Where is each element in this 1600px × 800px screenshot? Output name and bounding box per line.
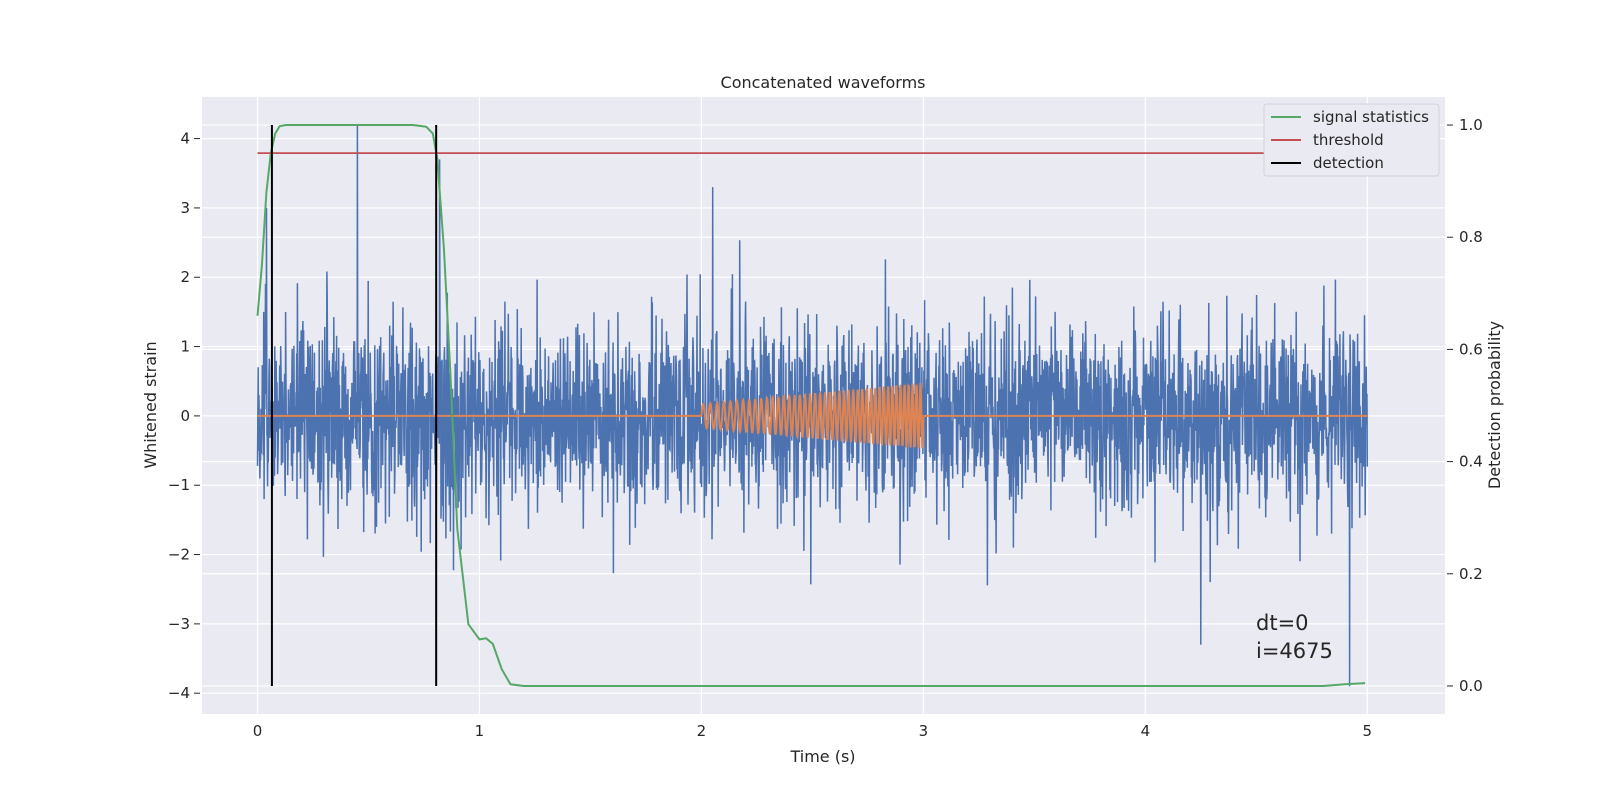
chart-title: Concatenated waveforms [721, 73, 926, 92]
legend-label: signal statistics [1313, 108, 1429, 126]
y2-tick-label: 1.0 [1459, 116, 1483, 134]
y2-axis-label: Detection probability [1485, 321, 1504, 489]
x-axis-ticks: 0 1 2 3 4 5 [253, 722, 1372, 740]
x-axis-label: Time (s) [789, 747, 855, 766]
y-tick-label: 4 [180, 130, 190, 148]
y-tick-label: 0 [180, 407, 190, 425]
y-tick-label: −4 [168, 684, 190, 702]
y2-tick-label: 0.6 [1459, 340, 1483, 358]
y2-tick-label: 0.2 [1459, 565, 1483, 583]
annotation-index: i=4675 [1256, 639, 1333, 663]
plot-area [256, 124, 1369, 687]
injected-chirp-series [257, 382, 1368, 449]
y-tick-label: 1 [180, 338, 190, 356]
y-tick-label: 2 [180, 268, 190, 286]
x-tick-label: 4 [1141, 722, 1151, 740]
x-tick-label: 2 [697, 722, 707, 740]
y-tick-label: 3 [180, 199, 190, 217]
y2-axis-ticks: 0.0 0.2 0.4 0.6 0.8 1.0 [1447, 116, 1483, 695]
x-tick-label: 0 [253, 722, 263, 740]
y2-tick-label: 0.8 [1459, 228, 1483, 246]
x-tick-label: 1 [475, 722, 485, 740]
x-tick-label: 3 [919, 722, 929, 740]
legend-box [1263, 103, 1440, 177]
annotation-dt: dt=0 [1256, 611, 1309, 635]
y2-tick-label: 0.0 [1459, 677, 1483, 695]
y-tick-label: −2 [168, 546, 190, 564]
x-tick-label: 5 [1363, 722, 1373, 740]
y-tick-label: −3 [168, 615, 190, 633]
legend: signal statistics threshold detection [1263, 103, 1440, 177]
detection-lines [270, 125, 438, 686]
y-axis-label: Whitened strain [141, 341, 160, 468]
legend-label: detection [1313, 154, 1384, 172]
y-axis-ticks: −4 −3 −2 −1 0 1 2 3 4 [168, 130, 200, 702]
signal-statistics-series [256, 124, 1366, 687]
legend-label: threshold [1313, 131, 1384, 149]
y-tick-label: −1 [168, 476, 190, 494]
y2-tick-label: 0.4 [1459, 453, 1483, 471]
